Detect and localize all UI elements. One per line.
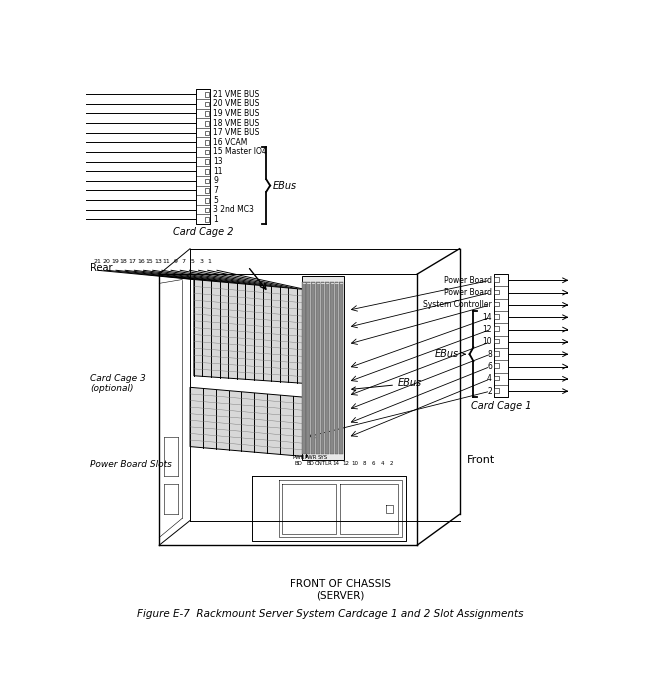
Text: 6: 6 [372,461,375,466]
Text: 19: 19 [111,259,119,264]
Text: 11: 11 [163,259,170,264]
Polygon shape [302,276,344,460]
Bar [204,102,209,106]
Text: 9: 9 [213,176,218,185]
Polygon shape [302,282,306,455]
Polygon shape [330,282,334,455]
Text: Front: Front [467,455,495,466]
Polygon shape [316,282,320,455]
Text: 6: 6 [487,362,492,371]
Text: FRONT OF CHASSIS
(SERVER): FRONT OF CHASSIS (SERVER) [290,579,391,601]
Bar [494,339,499,344]
Text: System Controller: System Controller [423,301,492,309]
Text: 21 VME BUS: 21 VME BUS [213,89,259,98]
Text: EBus: EBus [352,378,422,391]
Bar [204,140,209,145]
Text: 1: 1 [208,259,212,264]
Text: 18 VME BUS: 18 VME BUS [213,119,259,128]
Polygon shape [325,282,329,455]
Text: 18: 18 [119,259,127,264]
Bar [196,89,210,224]
Polygon shape [311,282,315,455]
Bar [204,207,209,212]
Text: 20 VME BUS: 20 VME BUS [213,99,259,108]
Text: 13: 13 [213,157,223,166]
Polygon shape [306,282,310,455]
Text: 17: 17 [128,259,136,264]
Text: 5: 5 [190,259,194,264]
Text: PWR
BD: PWR BD [292,455,305,466]
Text: EBus: EBus [273,181,297,191]
Text: 5: 5 [213,195,218,204]
Text: Card Cage 3
(optional): Card Cage 3 (optional) [90,374,146,393]
Bar [204,130,209,135]
Text: Rear: Rear [90,263,112,273]
Text: SYS
CNTLR: SYS CNTLR [314,455,332,466]
Text: 21: 21 [94,259,101,264]
Bar [494,388,499,393]
Text: Card Cage 2: Card Cage 2 [173,227,233,237]
Text: Card Cage 1: Card Cage 1 [471,401,531,411]
Text: Power Board: Power Board [444,276,492,285]
Text: 8: 8 [362,461,366,466]
Text: 12: 12 [342,461,349,466]
Bar [494,376,499,380]
Polygon shape [321,282,324,455]
Text: Power Board Slots: Power Board Slots [90,460,172,468]
Text: 4: 4 [487,374,492,383]
Text: 2: 2 [390,461,393,466]
Text: 2: 2 [487,387,492,396]
Text: 7: 7 [182,259,186,264]
Text: 14: 14 [482,313,492,322]
Text: 1: 1 [213,215,218,224]
Bar [204,188,209,193]
Text: 10: 10 [482,337,492,346]
Text: 15: 15 [146,259,154,264]
Text: 10: 10 [352,461,359,466]
Text: 20: 20 [103,259,110,264]
Polygon shape [190,387,306,457]
Text: EBus: EBus [435,349,465,359]
Bar [494,277,499,282]
Text: 7: 7 [213,186,218,195]
Text: 14: 14 [333,461,340,466]
Bar [494,351,499,356]
Text: 16: 16 [137,259,144,264]
Text: 19 VME BUS: 19 VME BUS [213,109,259,118]
Bar [204,92,209,96]
Text: 8: 8 [487,350,492,359]
Text: 15 Master IO4: 15 Master IO4 [213,148,267,157]
Polygon shape [194,279,306,383]
Text: 12: 12 [482,325,492,334]
Bar [204,217,209,222]
Text: 17 VME BUS: 17 VME BUS [213,128,259,137]
Bar [204,121,209,125]
Bar [494,326,499,331]
Bar [494,274,508,397]
Text: 16 VCAM: 16 VCAM [213,138,248,147]
Polygon shape [335,282,339,455]
Text: PWR
BD: PWR BD [304,455,317,466]
Bar [204,150,209,155]
Text: Figure E-7  Rackmount Server System Cardcage 1 and 2 Slot Assignments: Figure E-7 Rackmount Server System Cardc… [137,609,524,619]
Bar [204,112,209,116]
Bar [494,290,499,294]
Text: 3: 3 [199,259,203,264]
Bar [494,314,499,319]
Bar [204,159,209,164]
Polygon shape [339,282,343,455]
Bar [204,198,209,202]
Bar [494,302,499,306]
Text: Power Board: Power Board [444,288,492,297]
Text: 3 2nd MC3: 3 2nd MC3 [213,205,254,214]
Text: 4: 4 [381,461,384,466]
Bar [494,363,499,368]
Bar [204,179,209,183]
Text: 11: 11 [213,166,223,175]
Text: 13: 13 [154,259,162,264]
Text: 9: 9 [174,259,177,264]
Bar [204,169,209,174]
